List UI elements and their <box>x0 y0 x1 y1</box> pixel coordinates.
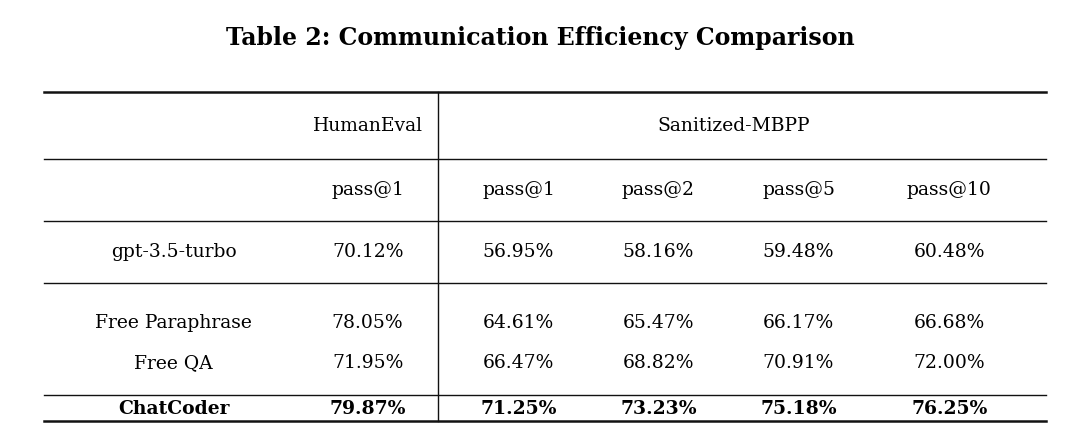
Text: 76.25%: 76.25% <box>912 400 987 418</box>
Text: 56.95%: 56.95% <box>483 243 554 261</box>
Text: 64.61%: 64.61% <box>483 314 554 333</box>
Text: 58.16%: 58.16% <box>623 243 694 261</box>
Text: 71.25%: 71.25% <box>481 400 556 418</box>
Text: pass@10: pass@10 <box>907 181 991 199</box>
Text: ChatCoder: ChatCoder <box>118 400 229 418</box>
Text: 66.47%: 66.47% <box>483 354 554 372</box>
Text: 66.68%: 66.68% <box>914 314 985 333</box>
Text: 59.48%: 59.48% <box>762 243 834 261</box>
Text: 68.82%: 68.82% <box>623 354 694 372</box>
Text: Table 2: Communication Efficiency Comparison: Table 2: Communication Efficiency Compar… <box>226 26 854 50</box>
Text: 75.18%: 75.18% <box>760 400 837 418</box>
Text: pass@1: pass@1 <box>482 181 555 199</box>
Text: Sanitized-MBPP: Sanitized-MBPP <box>658 117 810 135</box>
Text: pass@5: pass@5 <box>762 181 835 199</box>
Text: pass@2: pass@2 <box>622 181 696 199</box>
Text: pass@1: pass@1 <box>332 181 404 199</box>
Text: Free QA: Free QA <box>134 354 213 372</box>
Text: gpt-3.5-turbo: gpt-3.5-turbo <box>111 243 237 261</box>
Text: 70.91%: 70.91% <box>762 354 834 372</box>
Text: 66.17%: 66.17% <box>762 314 834 333</box>
Text: Free Paraphrase: Free Paraphrase <box>95 314 253 333</box>
Text: 72.00%: 72.00% <box>914 354 985 372</box>
Text: 78.05%: 78.05% <box>332 314 404 333</box>
Text: HumanEval: HumanEval <box>312 117 422 135</box>
Text: 73.23%: 73.23% <box>620 400 697 418</box>
Text: 60.48%: 60.48% <box>914 243 985 261</box>
Text: 70.12%: 70.12% <box>332 243 404 261</box>
Text: 65.47%: 65.47% <box>623 314 694 333</box>
Text: 79.87%: 79.87% <box>329 400 406 418</box>
Text: 71.95%: 71.95% <box>332 354 403 372</box>
